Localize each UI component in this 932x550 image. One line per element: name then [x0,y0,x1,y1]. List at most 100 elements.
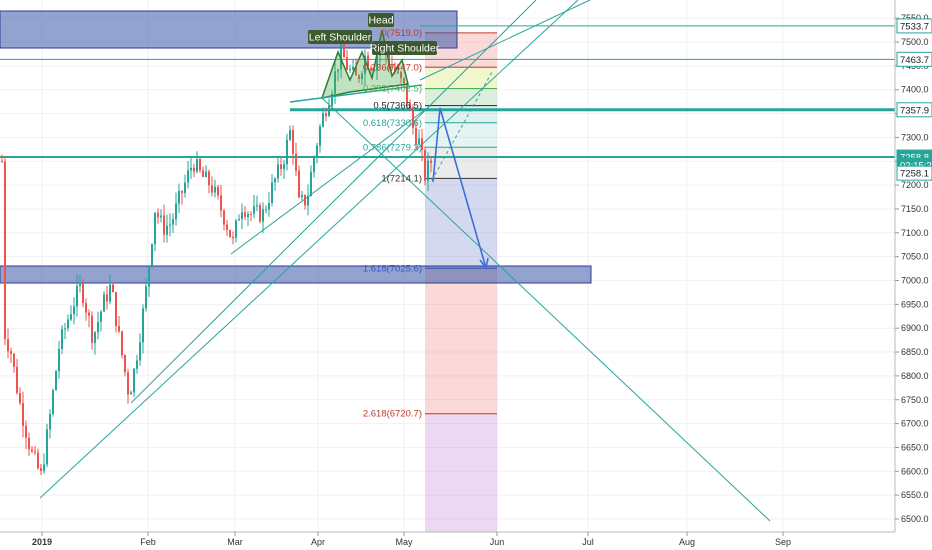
candle-up [166,225,168,235]
candle-down [121,331,123,356]
projection-arrow [432,107,487,269]
x-tick-label: Sep [775,537,791,547]
candle-up [67,319,69,329]
hs-pattern-fill [320,29,409,100]
candle-up [130,392,132,395]
candle-up [301,194,303,198]
price-tag-bg [896,18,932,34]
candle-up [334,71,336,94]
price-tag-bg [896,51,932,67]
candle-down [193,167,195,172]
fib-band [425,178,497,269]
y-tick-label: 6650.0 [901,442,929,452]
price-tag-label: 7533.7 [900,21,929,32]
candle-up [109,284,111,302]
candle-up [307,195,309,206]
candle-up [337,69,339,72]
candle-up [352,66,354,70]
candle-up [283,164,285,170]
candle-up [70,314,72,320]
candle-down [10,351,12,354]
fib-band [425,122,497,148]
candle-down [409,103,411,110]
candle-down [88,312,90,316]
fib-label: 0.236(7447.0) [363,62,422,73]
candle-up [361,73,363,80]
price-tag-label: 7258.1 [900,169,929,180]
candle-up [136,360,138,369]
candle-up [238,219,240,221]
candle-down [37,452,39,469]
candle-down [259,205,261,222]
x-tick-label: Apr [311,537,325,547]
candle-down [244,212,246,217]
candle-up [76,285,78,307]
candle-down [295,153,297,171]
candle-down [346,57,348,70]
candle-up [142,308,144,343]
time-axis[interactable]: 2019 Feb Mar Apr May Jun Jul Aug Sep [0,531,895,547]
candle-up [286,139,288,165]
candle-down [406,83,408,104]
candle-up [349,69,351,71]
candle-down [298,170,300,198]
y-tick-label: 6600.0 [901,466,929,476]
candle-up [322,113,324,127]
price-tag-bg [896,165,932,181]
candle-up [46,429,48,465]
candle-up [253,206,255,214]
projection-dashed-line [431,71,493,181]
candle-up [100,311,102,322]
fib-band [425,67,497,89]
candle-up [145,286,147,309]
candle-up [256,205,258,207]
candle-down [40,468,42,471]
demand-zone [0,265,592,284]
candle-up [427,160,429,181]
candle-up [154,212,156,245]
fib-label: 2.618(6720.7) [363,409,422,420]
fib-band [425,413,497,519]
candle-down [22,402,24,426]
candle-down [211,185,213,193]
pattern-label: Left Shoulder [309,32,372,44]
candle-down [358,75,360,80]
candle-up [148,266,150,287]
candle-up [97,321,99,333]
candle-up [61,329,63,349]
fib-label: 0.5(7366.5) [373,101,422,112]
candle-down [355,66,357,76]
price-tag-label: 7357.9 [900,105,929,116]
downtrend-projection-line [321,97,771,522]
candle-up [247,213,249,217]
trend-lines [0,0,895,522]
y-tick-label: 6900.0 [901,323,929,333]
candle-down [421,138,423,150]
candle-up [340,42,342,70]
candle-down [112,284,114,293]
candle-up [235,220,237,238]
candle-down [424,149,426,181]
candle-down [19,392,21,403]
x-tick-label: Jun [490,537,505,547]
y-tick-label: 7200.0 [901,180,929,190]
rising-wedge-line [230,105,431,255]
candle-up [133,368,135,393]
candle-down [226,224,228,230]
candle-down [412,109,414,128]
candle-up [94,332,96,343]
candle-up [274,178,276,183]
candle-up [310,171,312,196]
candle-up [316,145,318,158]
candle-up [265,209,267,211]
candle-up [184,182,186,193]
y-tick-label: 7400.0 [901,85,929,95]
candle-up [175,203,177,220]
candle-up [376,55,378,71]
pattern-label-bg [308,30,372,44]
candle-up [52,390,54,415]
fib-band [425,268,497,414]
y-tick-label: 6800.0 [901,371,929,381]
